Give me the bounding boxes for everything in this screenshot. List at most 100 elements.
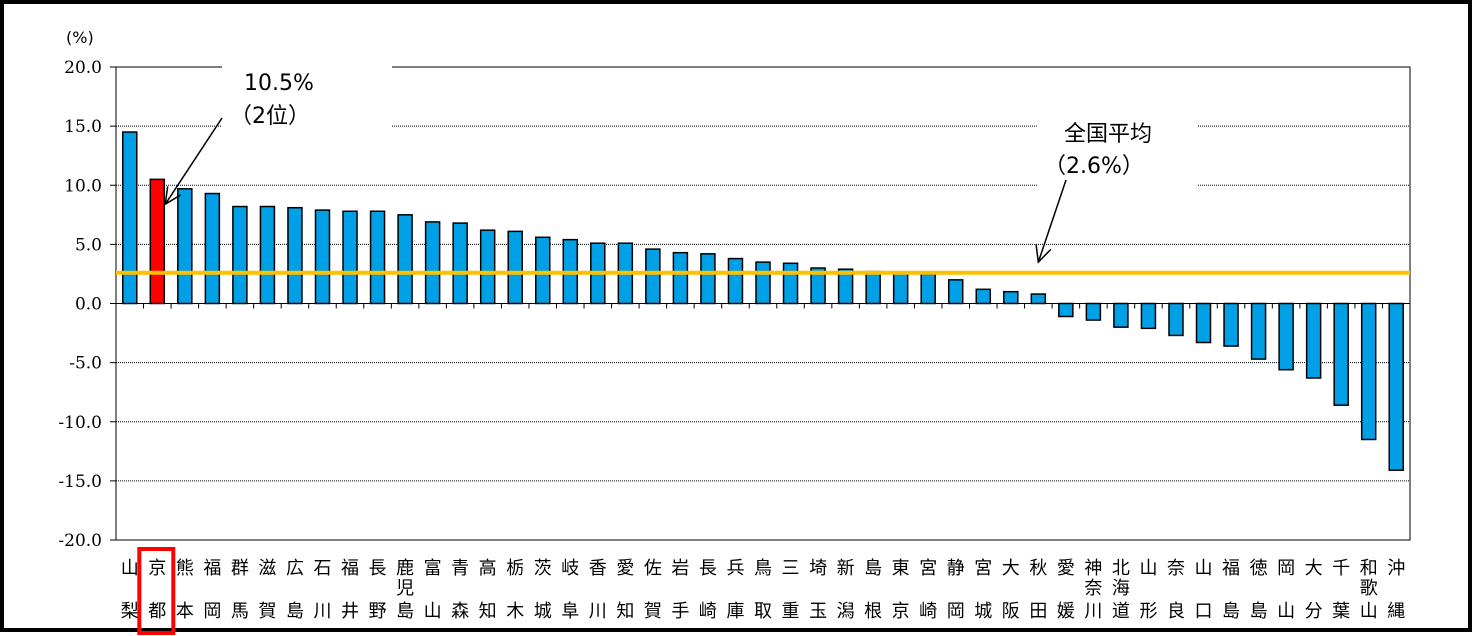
bar [1058,302,1074,318]
category-label-char: 葉 [1332,601,1350,622]
bar [1003,290,1019,305]
bar [479,229,496,305]
category-label-char: 木 [506,601,524,622]
category-label-char: 口 [1195,601,1213,622]
bar [782,262,799,305]
bar [947,279,964,305]
bar [1388,302,1404,471]
category-label-char: 徳 [1250,558,1268,579]
category-label: 新潟 [837,558,855,622]
category-label-char: 大 [1305,558,1323,579]
kyoto-value-annotation: 10.5% [244,71,314,96]
category-label: 福岡 [203,558,221,622]
category-label-char: 知 [479,601,497,622]
category-label: 熊本 [176,558,194,622]
bar [1113,302,1129,328]
category-label-char: 福 [203,558,221,579]
y-tick-label: 20.0 [64,58,102,78]
bar [232,205,248,305]
category-label-char: 岡 [947,601,965,622]
category-label: 和歌山 [1360,558,1378,622]
category-label: 三重 [782,558,800,622]
category-label-char: 島 [286,601,304,622]
category-label: 北海道 [1112,558,1130,622]
bar [342,210,358,305]
category-label-char: 道 [1112,601,1130,622]
category-label-char: 野 [369,601,387,622]
y-tick-label: 15.0 [64,117,102,137]
category-label-char: 埼 [809,558,827,579]
category-label-char: 岐 [561,558,579,579]
category-label-char: 島 [1222,601,1240,622]
category-label: 長野 [369,558,387,622]
category-label: 埼玉 [809,558,827,622]
y-tick-label: -5.0 [69,354,102,374]
category-label-char: 京 [148,558,166,579]
category-label-char: 山 [121,558,139,579]
category-label: 高知 [479,558,497,622]
bar-chart: 20.015.010.05.00.0-5.0-10.0-15.0-20.0 山梨… [58,28,1411,635]
category-label-char: 山 [1277,601,1295,622]
category-label: 東京 [892,558,910,622]
category-label-char: 岩 [671,558,689,579]
category-label-char: 栃 [506,558,524,579]
category-label-char: 川 [1084,601,1102,622]
category-label: 兵庫 [726,558,744,622]
category-label-char: 鹿 [396,558,414,579]
category-label-char: 都 [148,601,166,622]
y-tick-label: -20.0 [58,531,102,551]
category-label: 香川 [589,558,607,622]
category-label-char: 分 [1305,601,1323,622]
category-label: 長崎 [699,558,717,622]
category-label-char: 岡 [203,601,221,622]
category-label-char: 山 [1360,601,1378,622]
bar [1168,302,1184,337]
bar [645,248,661,305]
category-label: 岩手 [671,558,689,622]
bars [115,131,1410,471]
category-label-char: 手 [671,601,689,622]
average-annotation-background [1038,114,1198,186]
category-label: 大阪 [1002,558,1020,622]
category-label: 鳥取 [754,558,772,622]
category-label-char: 島 [396,601,414,622]
category-label-char: 川 [589,601,607,622]
category-label: 群馬 [231,558,249,622]
kyoto-annotation-background [222,64,392,130]
category-label-char: 秋 [1029,558,1047,579]
category-label: 沖縄 [1387,558,1405,622]
kyoto-arrow [164,117,223,206]
bar [507,230,523,305]
y-tick-label: 10.0 [64,176,102,196]
bar [122,131,138,305]
y-tick-label: 5.0 [75,235,102,255]
bar [1333,302,1349,406]
category-label: 愛媛 [1057,558,1075,622]
bar [1305,302,1322,379]
category-label-char: 山 [1195,558,1213,579]
category-label-char: 城 [974,601,992,622]
bar [1278,302,1294,371]
category-label-char: 縄 [1387,601,1405,622]
category-label-char: 大 [1002,558,1020,579]
bar [424,221,441,305]
category-label-char: 島 [1250,601,1268,622]
category-label: 宮崎 [919,558,937,622]
bar [920,273,936,305]
bar [975,288,992,305]
category-label-char: 賀 [258,601,276,622]
category-label: 島根 [864,558,882,622]
category-label-char: 庫 [726,601,744,622]
category-label-char: 梨 [121,601,139,622]
category-label-char: 兵 [726,558,744,579]
category-label-char: 阪 [1002,601,1020,622]
bar [1223,302,1239,347]
category-label: 秋田 [1029,558,1047,622]
x-axis-labels: 山梨京都熊本福岡群馬滋賀広島石川福井長野鹿児島富山青森高知栃木茨城岐阜香川愛知佐… [121,558,1405,622]
category-label-char: 群 [231,558,249,579]
bar [865,270,881,305]
bar [727,257,744,305]
category-label-char: 重 [782,601,800,622]
bar [755,261,771,305]
